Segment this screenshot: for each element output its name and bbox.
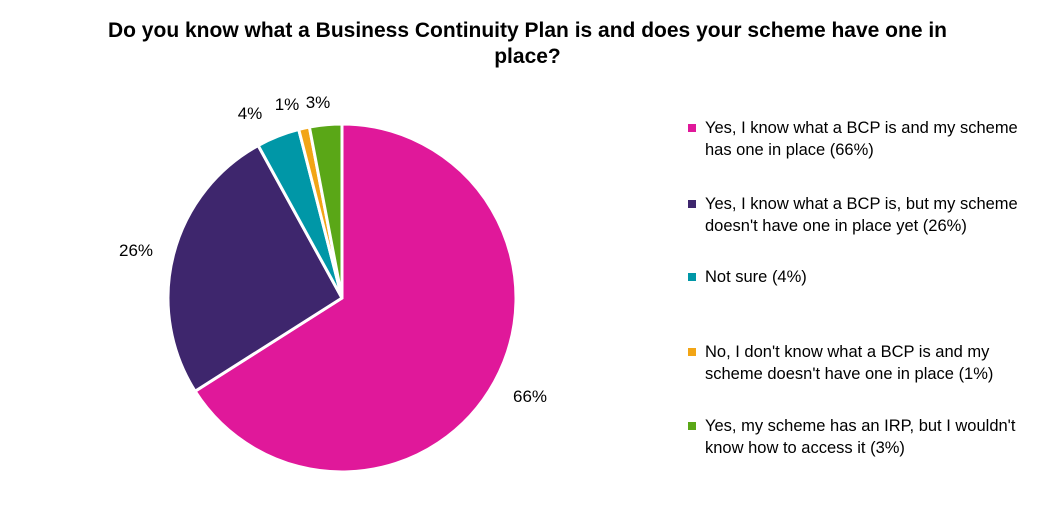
- data-label-no-bcp: 1%: [275, 95, 300, 114]
- legend-item-no-bcp: No, I don't know what a BCP is and my sc…: [688, 341, 1048, 385]
- data-label-yes-no-bcp-yet: 26%: [119, 241, 153, 260]
- legend-label: Not sure (4%): [705, 268, 807, 286]
- pie-data-labels: 66% 26% 4% 1% 3%: [119, 93, 547, 406]
- pie-slices: [166, 122, 518, 474]
- data-label-yes-has-bcp: 66%: [513, 387, 547, 406]
- legend-label: Yes, my scheme has an IRP, but I wouldn'…: [705, 417, 1016, 457]
- legend-item-not-sure: Not sure (4%): [688, 266, 1048, 288]
- data-label-has-irp: 3%: [306, 93, 331, 112]
- data-label-not-sure: 4%: [238, 104, 263, 123]
- pie-slice-has-irp: [307, 122, 344, 300]
- pie-slice-yes-has-bcp: [193, 122, 518, 474]
- legend-swatch: [688, 200, 696, 208]
- legend-swatch: [688, 348, 696, 356]
- chart-title: Do you know what a Business Continuity P…: [107, 19, 947, 68]
- legend-item-yes-no-bcp-yet: Yes, I know what a BCP is, but my scheme…: [688, 193, 1048, 237]
- legend-label: Yes, I know what a BCP is and my scheme …: [705, 119, 1018, 159]
- legend-item-has-irp: Yes, my scheme has an IRP, but I wouldn'…: [688, 415, 1048, 459]
- legend-swatch: [688, 124, 696, 132]
- legend-label: No, I don't know what a BCP is and my sc…: [705, 343, 994, 383]
- legend-item-yes-has-bcp: Yes, I know what a BCP is and my scheme …: [688, 117, 1048, 161]
- legend-swatch: [688, 273, 696, 281]
- legend-swatch: [688, 422, 696, 430]
- pie-slice-yes-no-bcp-yet: [166, 144, 344, 393]
- legend-label: Yes, I know what a BCP is, but my scheme…: [705, 195, 1018, 235]
